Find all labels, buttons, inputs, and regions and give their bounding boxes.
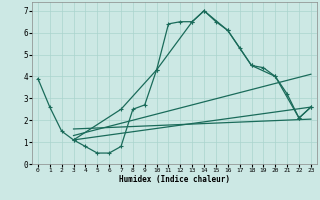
X-axis label: Humidex (Indice chaleur): Humidex (Indice chaleur) (119, 175, 230, 184)
